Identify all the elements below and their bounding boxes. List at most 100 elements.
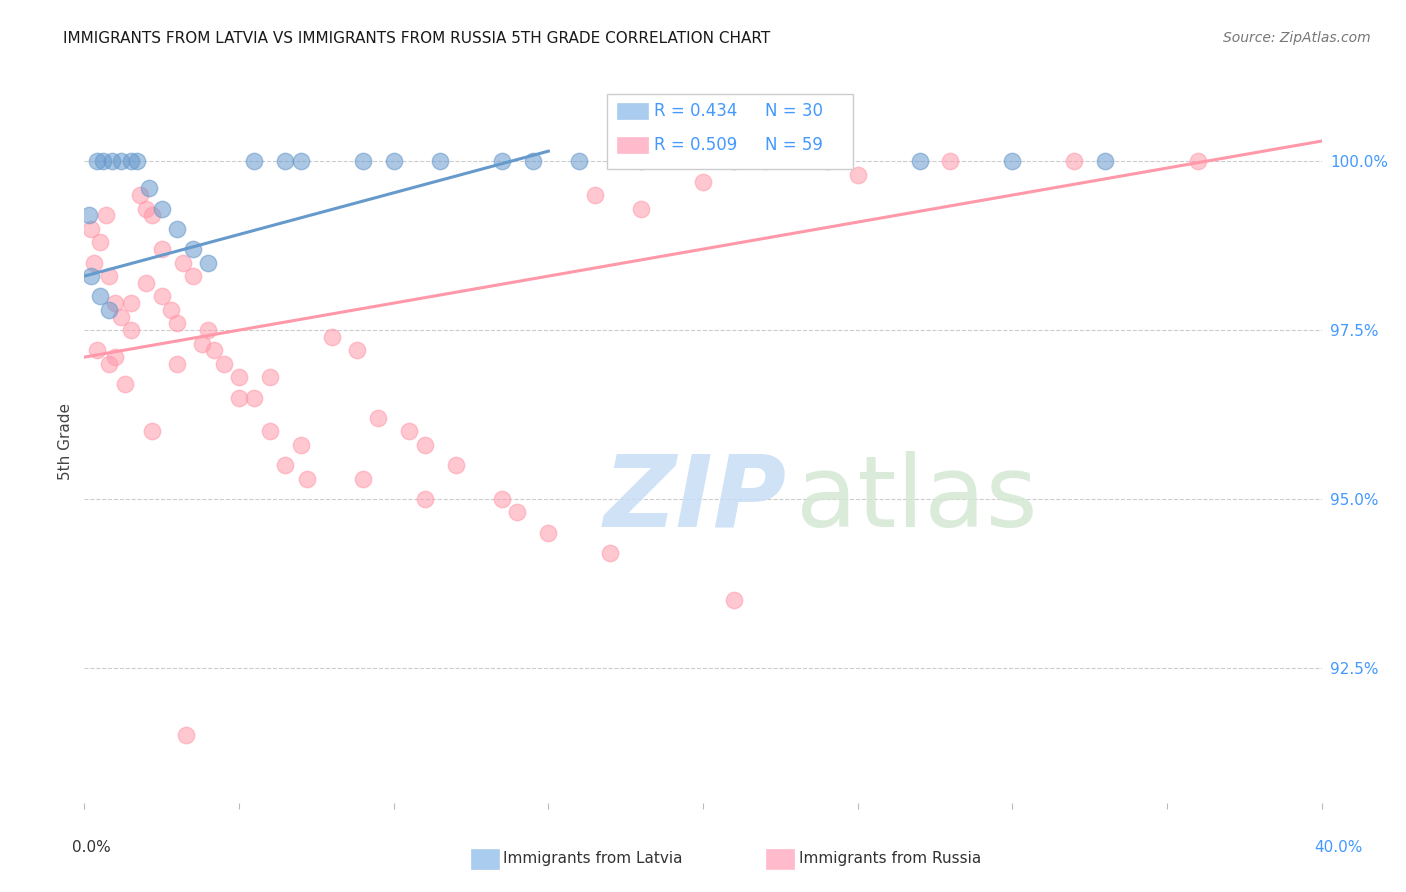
Point	[86, 343, 108, 358]
Point	[138, 181, 160, 195]
Text: R = 0.509: R = 0.509	[654, 136, 737, 154]
Point	[79, 222, 101, 236]
Point	[290, 154, 312, 169]
Point	[114, 377, 136, 392]
Point	[120, 296, 142, 310]
Y-axis label: 5th Grade: 5th Grade	[58, 403, 73, 480]
Point	[444, 458, 467, 472]
Point	[429, 154, 451, 169]
Point	[228, 391, 250, 405]
Point	[150, 242, 173, 256]
Point	[599, 546, 621, 560]
Point	[125, 154, 148, 169]
Point	[630, 202, 652, 216]
Point	[1001, 154, 1024, 169]
Point	[141, 208, 163, 222]
Point	[522, 154, 544, 169]
Point	[1094, 154, 1116, 169]
Point	[568, 154, 591, 169]
Point	[274, 458, 297, 472]
Point	[290, 438, 312, 452]
Text: N = 30: N = 30	[765, 102, 823, 120]
Point	[1187, 154, 1209, 169]
Point	[101, 154, 124, 169]
Point	[939, 154, 962, 169]
Text: Source: ZipAtlas.com: Source: ZipAtlas.com	[1223, 31, 1371, 45]
Point	[228, 370, 250, 384]
Point	[83, 255, 105, 269]
Text: Immigrants from Latvia: Immigrants from Latvia	[503, 851, 683, 865]
Point	[89, 235, 111, 250]
Point	[506, 505, 529, 519]
Point	[160, 302, 183, 317]
Point	[104, 350, 127, 364]
Point	[846, 168, 869, 182]
Point	[259, 370, 281, 384]
Point	[583, 188, 606, 202]
Point	[723, 154, 745, 169]
Point	[181, 242, 204, 256]
Point	[141, 425, 163, 439]
Point	[191, 336, 214, 351]
Text: ZIP: ZIP	[605, 450, 787, 548]
Point	[104, 296, 127, 310]
Point	[176, 728, 198, 742]
Point	[94, 208, 117, 222]
Point	[91, 154, 114, 169]
Point	[723, 593, 745, 607]
Point	[754, 154, 776, 169]
Point	[166, 357, 188, 371]
Point	[166, 222, 188, 236]
Point	[243, 391, 266, 405]
Point	[1063, 154, 1085, 169]
Point	[413, 438, 436, 452]
Point	[98, 302, 121, 317]
Point	[98, 357, 121, 371]
Point	[110, 310, 132, 324]
Text: 0.0%: 0.0%	[72, 840, 111, 855]
Point	[491, 154, 513, 169]
Text: IMMIGRANTS FROM LATVIA VS IMMIGRANTS FROM RUSSIA 5TH GRADE CORRELATION CHART: IMMIGRANTS FROM LATVIA VS IMMIGRANTS FRO…	[63, 31, 770, 46]
Point	[172, 255, 194, 269]
Point	[150, 202, 173, 216]
Point	[243, 154, 266, 169]
Point	[413, 491, 436, 506]
Point	[150, 289, 173, 303]
Point	[295, 472, 318, 486]
Point	[98, 269, 121, 284]
Point	[212, 357, 235, 371]
Point	[491, 491, 513, 506]
Point	[135, 276, 157, 290]
Point	[630, 154, 652, 169]
Point	[135, 202, 157, 216]
Point	[197, 255, 219, 269]
Point	[692, 175, 714, 189]
Point	[274, 154, 297, 169]
Point	[79, 269, 101, 284]
Text: 40.0%: 40.0%	[1315, 840, 1362, 855]
Point	[382, 154, 405, 169]
Point	[259, 425, 281, 439]
Point	[321, 330, 343, 344]
Point	[197, 323, 219, 337]
Point	[86, 154, 108, 169]
Point	[367, 411, 389, 425]
Point	[908, 154, 931, 169]
Point	[352, 154, 374, 169]
Point	[89, 289, 111, 303]
Point	[181, 269, 204, 284]
Text: R = 0.434: R = 0.434	[654, 102, 737, 120]
Point	[352, 472, 374, 486]
Point	[110, 154, 132, 169]
Point	[398, 425, 420, 439]
Point	[537, 525, 560, 540]
Point	[202, 343, 225, 358]
Point	[77, 208, 100, 222]
Point	[346, 343, 368, 358]
Point	[815, 154, 838, 169]
Point	[129, 188, 152, 202]
Point	[166, 317, 188, 331]
Text: atlas: atlas	[796, 450, 1038, 548]
Point	[120, 154, 142, 169]
Text: N = 59: N = 59	[765, 136, 823, 154]
